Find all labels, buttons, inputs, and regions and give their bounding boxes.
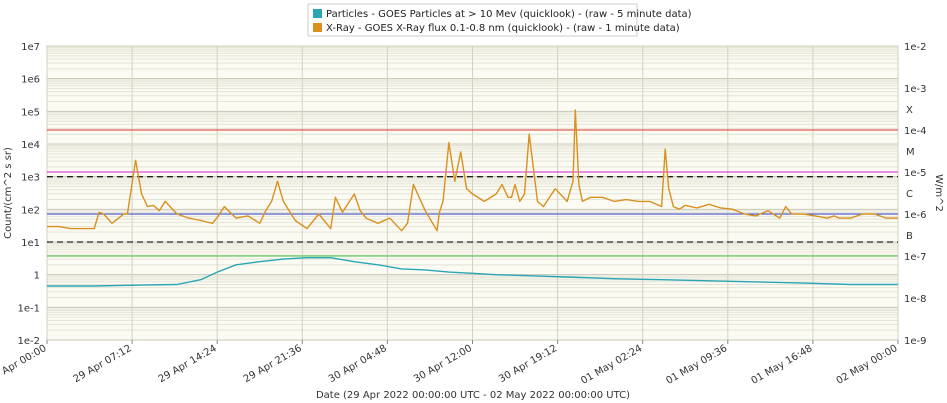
flare-class-labels: B C M X: [906, 105, 915, 242]
legend-box: [307, 3, 638, 37]
y-right-tick-label: 1e-3: [904, 84, 927, 95]
series-line: [47, 257, 898, 287]
x-tick-label: 29 Apr 14:24: [157, 343, 219, 385]
y-right-tick-label: 1e-2: [904, 42, 927, 53]
flare-class-label: M: [906, 147, 915, 158]
y-left-tick-label: 1e2: [21, 205, 40, 216]
x-tick-label: 02 May 00:00: [835, 343, 900, 387]
x-tick-label: 29 Apr 21:36: [242, 343, 304, 385]
flare-class-label: C: [906, 189, 913, 200]
y-right-tick-label: 1e-7: [904, 252, 927, 263]
y-left-tick-label: 1e5: [21, 107, 40, 118]
x-tick-label: 29 Apr 07:12: [72, 343, 134, 385]
x-tick-label: 01 May 02:24: [579, 343, 644, 387]
x-tick-label: 01 May 16:48: [750, 343, 815, 387]
x-tick-label: 29 Apr 00:00: [0, 343, 49, 385]
y-left-tick-label: 1e-1: [18, 303, 41, 314]
x-tick-label: 30 Apr 04:48: [327, 343, 389, 385]
legend: Particles - GOES Particles at > 10 Mev (…: [307, 3, 692, 37]
y-right-tick-label: 1e-9: [904, 336, 927, 347]
x-axis-title: Date (29 Apr 2022 00:00:00 UTC - 02 May …: [316, 390, 630, 401]
threshold-lines: [47, 129, 898, 257]
legend-swatch-xray: [313, 23, 322, 32]
x-tick-label: 30 Apr 12:00: [412, 343, 474, 385]
y-left-tick-label: 1e1: [21, 238, 40, 249]
flare-class-label: X: [906, 105, 913, 116]
series-line: [47, 109, 898, 232]
y-right-tick-label: 1e-5: [904, 168, 927, 179]
flare-class-label: B: [906, 231, 913, 242]
y-right-tick-label: 1e-4: [904, 126, 927, 137]
y-left-tick-label: 1e6: [21, 75, 40, 86]
y-right-tick-label: 1e-6: [904, 210, 927, 221]
y-axis-right-title: W/m^2: [933, 174, 944, 212]
y-left-tick-label: 1e-2: [18, 336, 41, 347]
series-group: [47, 109, 898, 287]
legend-swatch-particles: [313, 9, 322, 18]
x-tick-label: 01 May 09:36: [664, 343, 729, 387]
y-left-tick-label: 1e4: [21, 140, 40, 151]
x-tick-label: 30 Apr 19:12: [497, 343, 559, 385]
y-left-tick-label: 1e7: [21, 42, 40, 53]
y-axis-left-title: Count/(cm^2 s sr): [3, 147, 14, 239]
y-left-tick-label: 1: [34, 271, 40, 282]
legend-particles-label: Particles - GOES Particles at > 10 Mev (…: [326, 9, 692, 20]
y-right-tick-label: 1e-8: [904, 294, 927, 305]
y-left-tick-label: 1e3: [21, 173, 40, 184]
legend-xray-label: X-Ray - GOES X-Ray flux 0.1-0.8 nm (quic…: [326, 23, 680, 34]
